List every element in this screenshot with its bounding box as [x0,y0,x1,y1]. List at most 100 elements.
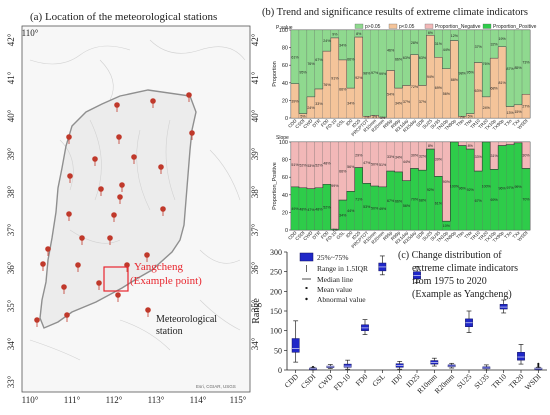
b2-data-label: 51% [291,163,299,167]
station-marker [107,235,113,245]
lat-tick: 40° [6,109,16,122]
b1-legend-label: p>0.05 [365,24,381,30]
b1-data-label: 8% [356,32,362,36]
b2-data-label: 69% [491,198,499,202]
b2-category-label: ID25 [351,230,362,241]
station-marker [124,262,130,272]
b1-category-label: R95p [382,118,394,130]
c-legend-label: 25%~75% [317,253,349,262]
b2-data-label: 97% [506,186,514,190]
b2-bar-negative [498,141,507,146]
panel-c-title-line: from 1975 to 2020 [412,276,487,287]
b2-category-label: TR20 [477,230,489,242]
b1-data-label: 46% [387,49,395,53]
lat-tick: 39° [250,147,260,160]
lon-tick: 111° [64,395,81,405]
c-legend-label: Median line [317,275,354,284]
c-box [413,271,421,279]
c-category-label: ID0 [389,372,404,387]
lon-tick-labels: 110° 111° 112° 113° 114° 115° 110° [22,28,247,405]
c-box [517,352,525,361]
station-marker [119,182,125,192]
b2-data-label: 99% [514,185,522,189]
station-marker [40,261,46,271]
b1-ytick-label: 60 [282,63,288,69]
c-outlier [537,362,540,365]
lat-tick: 34° [250,337,260,350]
lat-tick: 37° [250,223,260,236]
b1-data-label: 32% [491,43,499,47]
b2-boundary-line [291,141,530,230]
b1-data-label: 81% [499,81,507,85]
b1-data-label: 72% [411,85,419,89]
b2-data-label: 66% [395,199,403,203]
b1-category-label: DTR [311,118,322,129]
b1-data-label: 67% [315,58,323,62]
b2-data-label: 50% [371,163,379,167]
station-marker [61,284,67,294]
b2-data-label: 52% [299,163,307,167]
b1-data-label: 66% [339,87,347,91]
b2-data-label: 29% [355,153,363,157]
example-point-box [103,266,129,292]
c-category-label: TR10 [490,372,509,391]
b1-category-label: CDD [287,118,298,129]
b2-data-label: 50% [371,207,379,211]
b2-category-label: CWD [302,230,314,242]
b1-data-label: 9% [332,32,338,36]
b1-data-label: 92% [355,76,363,80]
b1-category-label: ID0 [345,118,354,127]
b2-category-label: DTR [311,230,322,241]
b1-data-label: 66% [347,58,355,62]
b2-data-label: 47% [307,208,315,212]
panel-c-title-line: extreme climate indicators [412,263,518,274]
b1-ytick-label: 20 [282,98,288,104]
lat-tick: 36° [250,261,260,274]
example-point-label: Yangcheng [134,261,183,273]
c-ytick-label: 50 [274,346,282,355]
b2-data-label: 48% [315,207,323,211]
b1-data-label: 12% [451,34,459,38]
c-category-label: SU25 [455,372,474,391]
b2-ytick-label: 60 [282,175,288,181]
b1-data-label: 76% [323,83,331,87]
station-marker [114,102,120,112]
station-marker [111,212,117,222]
b2-category-label: R95p [382,230,394,242]
b1-data-label: 37% [475,45,483,49]
station-markers [34,92,195,327]
c-ytick-label: 200 [270,287,282,296]
b1-category-label: TXx [511,118,521,128]
station-marker [115,292,121,302]
b2-data-label: 56% [403,204,411,208]
b2-data-label: 67% [475,199,483,203]
b1-data-label: 88% [451,78,459,82]
b1-data-label: 24% [323,39,331,43]
b2-data-label: 31% [491,154,499,158]
b2-category-label: ID0 [345,230,354,239]
lat-tick: 39° [6,147,16,160]
station-marker [160,206,166,216]
b2-data-label: 61% [435,202,443,206]
b1-data-label: 85% [514,66,522,70]
b2-data-label: 96% [459,186,467,190]
b2-data-label: 32% [419,155,427,159]
c-category-label: CWD [316,372,335,391]
b2-data-label: 90% [443,180,451,184]
b1-data-label: 34% [395,102,403,106]
b2-data-label: 39% [435,158,443,162]
b1-data-label: 56% [443,92,451,96]
b2-category-label: TXx [511,230,521,240]
b1-category-label: CWD [302,118,314,130]
b1-data-label: 98% [363,72,371,76]
c-category-label: TR20 [507,372,526,391]
b1-data-label: 37% [403,100,411,104]
lon-tick-top: 110° [22,28,39,38]
c-legend-mean-swatch [305,287,308,289]
b2-category-label: SU25 [421,230,433,242]
b1-data-label: 87% [506,67,514,71]
b2-category-label: CSDI [294,230,305,241]
b1-data-label: 63% [475,89,483,93]
b1-category-label: SU25 [421,118,433,130]
c-category-label: R20mm [433,372,457,396]
